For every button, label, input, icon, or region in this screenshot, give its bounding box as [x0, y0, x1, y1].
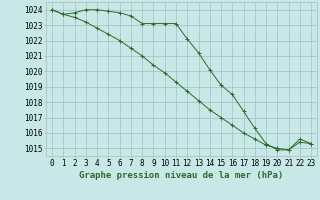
X-axis label: Graphe pression niveau de la mer (hPa): Graphe pression niveau de la mer (hPa)	[79, 171, 284, 180]
